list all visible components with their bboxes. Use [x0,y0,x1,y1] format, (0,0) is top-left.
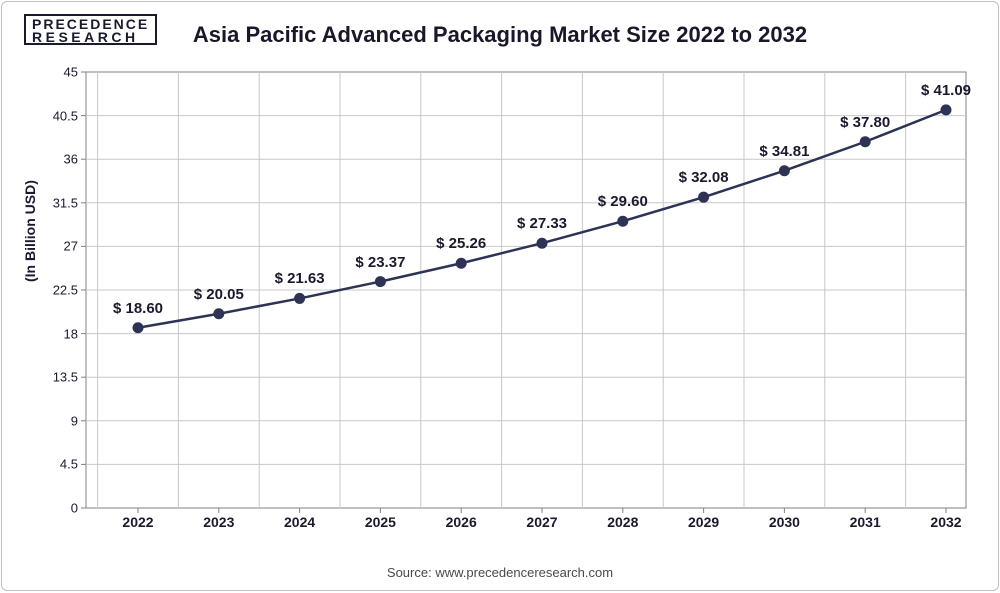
data-label: $ 23.37 [355,254,405,271]
y-axis-label: (In Billion USD) [22,180,38,282]
data-label: $ 27.33 [517,215,567,232]
data-label: $ 18.60 [113,300,163,317]
data-label: $ 34.81 [759,143,809,160]
source-text: Source: www.precedenceresearch.com [2,565,998,580]
y-tick-label: 4.5 [60,457,78,472]
x-tick-label: 2024 [284,514,315,530]
y-tick-label: 9 [71,413,78,428]
x-tick-label: 2027 [526,514,557,530]
data-label: $ 20.05 [194,286,244,303]
data-label: $ 21.63 [275,270,325,287]
y-tick-label: 27 [64,239,78,254]
page-container: PRECEDENCE RESEARCH Asia Pacific Advance… [1,1,999,591]
y-tick-label: 13.5 [53,370,78,385]
x-tick-label: 2029 [688,514,719,530]
x-tick-label: 2025 [365,514,396,530]
chart-area: 04.5913.51822.52731.53640.54520222023202… [86,72,966,508]
y-tick-label: 31.5 [53,195,78,210]
x-tick-label: 2022 [122,514,153,530]
chart-title: Asia Pacific Advanced Packaging Market S… [2,22,998,48]
data-label: $ 41.09 [921,82,971,99]
data-label: $ 29.60 [598,193,648,210]
y-tick-label: 40.5 [53,108,78,123]
x-tick-label: 2030 [769,514,800,530]
y-tick-label: 22.5 [53,283,78,298]
x-tick-label: 2023 [203,514,234,530]
y-tick-label: 0 [71,501,78,516]
x-tick-label: 2026 [446,514,477,530]
y-tick-label: 45 [64,65,78,80]
data-label: $ 25.26 [436,235,486,252]
data-label: $ 37.80 [840,114,890,131]
y-tick-label: 18 [64,326,78,341]
y-tick-label: 36 [64,152,78,167]
x-tick-label: 2031 [850,514,881,530]
data-label: $ 32.08 [679,169,729,186]
x-tick-label: 2028 [607,514,638,530]
x-tick-label: 2032 [930,514,961,530]
